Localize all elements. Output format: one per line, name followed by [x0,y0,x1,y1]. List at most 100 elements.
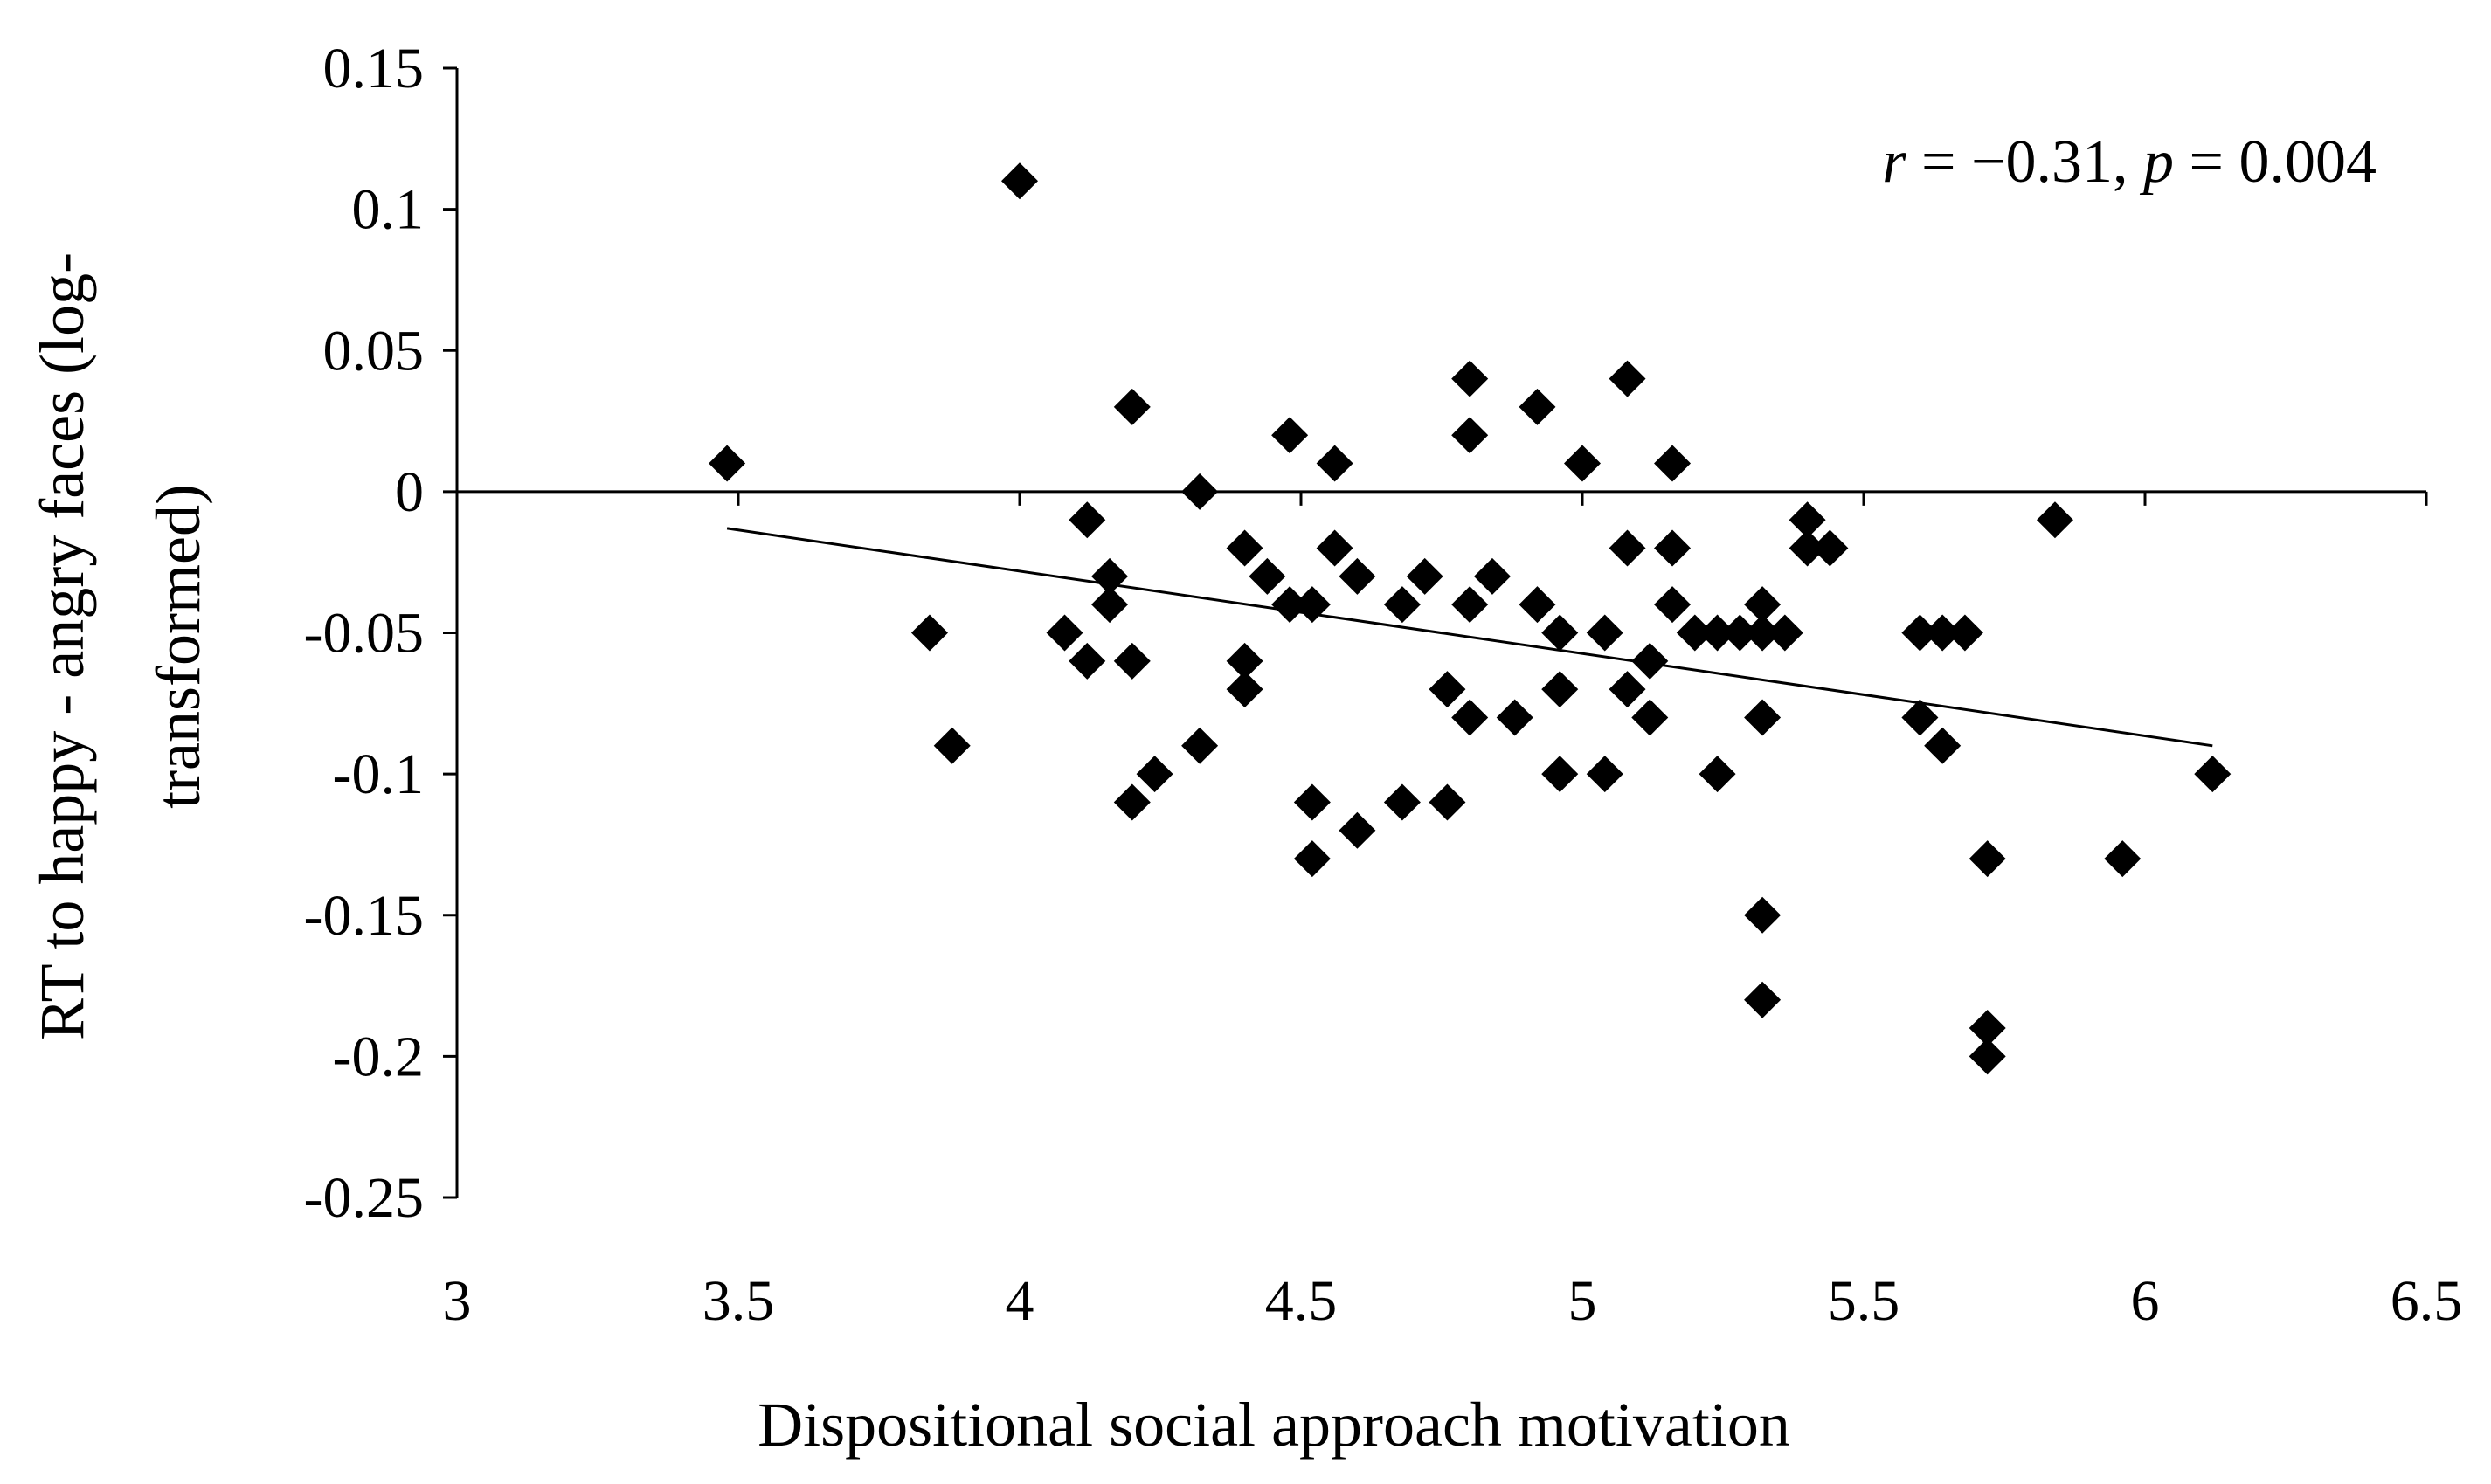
data-point [1226,671,1263,708]
p-value: = 0.004 [2174,128,2377,196]
trendline-group [726,527,2213,748]
data-point [1339,557,1376,595]
data-point [1181,473,1219,510]
data-point [1609,360,1646,397]
x-axis-title: Dispositional social approach motivation [758,1390,1790,1460]
x-tick-label: 6.5 [2391,1269,2463,1333]
y-tick-label: 0.1 [352,178,425,242]
data-point [1609,529,1646,567]
data-point [1113,388,1151,425]
data-point [1091,586,1129,624]
data-point [709,445,746,482]
data-point [1451,699,1489,736]
data-point [1744,699,1782,736]
y-tick-label: 0.05 [323,319,425,383]
y-tick-label: -0.2 [333,1025,424,1088]
data-point [1744,981,1782,1018]
data-point [1654,586,1692,624]
data-point [1654,529,1692,567]
y-axis: 0.15 0.1 0.05 0 -0.05 -0.1 -0.15 -0.2 -0.25 [304,37,459,1230]
data-point [1744,896,1782,934]
data-point [1316,529,1353,567]
data-point [2104,840,2142,878]
x-tick-label: 6 [2131,1269,2160,1333]
data-point [1293,783,1331,821]
data-point [1473,557,1511,595]
data-point [1564,445,1601,482]
data-point [1766,614,1803,652]
data-point [1924,614,1962,652]
data-point [1541,756,1579,793]
data-point [1226,642,1263,680]
data-point [1519,388,1556,425]
y-tick-label: 0.15 [323,37,425,100]
data-point [1091,557,1129,595]
data-point [1699,756,1736,793]
y-axis-title-line-1: RT to happy - angry faces (log- [27,252,97,1040]
p-symbol: p [2139,128,2174,196]
data-point [1406,557,1443,595]
x-tick-label: 3.5 [702,1269,775,1333]
correlation-annotation: r = −0.31, p = 0.004 [1882,128,2377,196]
data-point [1249,557,1286,595]
data-point [1451,417,1489,454]
x-tick-label: 3 [443,1269,472,1333]
data-point [1226,529,1263,567]
data-point [1451,360,1489,397]
data-point [1383,783,1421,821]
data-point [1293,586,1331,624]
data-point [1744,614,1782,652]
r-symbol: r [1882,128,1906,196]
data-point [1924,727,1962,764]
y-tick-label: -0.1 [333,742,424,806]
data-point [1811,529,1849,567]
data-points [709,162,2232,1075]
data-point [1541,671,1579,708]
data-point [1946,614,1983,652]
x-tick-label: 5.5 [1828,1269,1900,1333]
data-point [1271,417,1309,454]
data-point [910,614,948,652]
data-point [1429,783,1466,821]
x-tick-label: 5 [1568,1269,1597,1333]
data-point [1113,783,1151,821]
x-tick-label: 4 [1006,1269,1034,1333]
data-point [1969,840,2006,878]
data-point [1901,614,1939,652]
data-point [1789,501,1826,539]
data-point [2194,756,2232,793]
data-point [1429,671,1466,708]
data-point [1316,445,1353,482]
data-point [1069,501,1106,539]
data-point [1541,614,1579,652]
data-point [933,727,971,764]
data-point [1969,1038,2006,1075]
data-point [1699,614,1736,652]
data-point [1339,811,1376,849]
data-point [1069,642,1106,680]
data-point [1136,756,1173,793]
y-axis-title-line-2: transformed) [143,484,213,809]
data-point [1293,840,1331,878]
data-point [1383,586,1421,624]
x-axis: 3 3.5 4 4.5 5 5.5 6 6.5 [443,490,2463,1333]
r-value: = −0.31, [1906,128,2143,196]
data-point [1519,586,1556,624]
y-tick-label: -0.15 [304,884,424,948]
y-tick-label: -0.25 [304,1166,424,1230]
data-point [1046,614,1083,652]
data-point [1001,162,1038,200]
data-point [1631,642,1669,680]
data-point [1113,642,1151,680]
y-axis-title: RT to happy - angry faces (log- transfor… [27,252,213,1040]
trendline [726,527,2213,748]
data-point [2036,501,2073,539]
data-point [1496,699,1533,736]
x-tick-label: 4.5 [1265,1269,1338,1333]
data-point [1586,756,1623,793]
data-point [1271,586,1309,624]
data-point [1631,699,1669,736]
data-point [1181,727,1219,764]
data-point [1969,1010,2006,1047]
